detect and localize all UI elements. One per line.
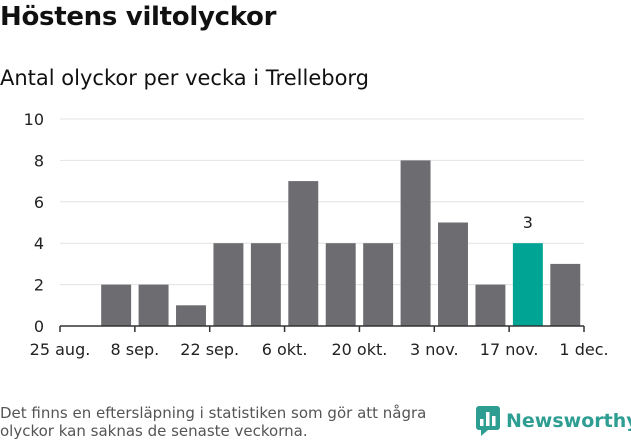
bar: [475, 284, 506, 326]
brand-logo: Newsworthy: [476, 406, 631, 436]
bar-chart-speech-bubble-icon: [476, 406, 500, 436]
bar: [213, 243, 244, 326]
bar: [438, 222, 468, 326]
bar: [101, 284, 132, 326]
y-tick-label: 2: [34, 276, 44, 295]
chart-title: Höstens viltolyckor: [0, 2, 277, 32]
x-tick-label: 1 dec.: [559, 340, 608, 359]
x-tick-label: 6 okt.: [262, 340, 308, 359]
data-label: 3: [523, 213, 533, 232]
y-tick-label: 8: [34, 151, 44, 170]
x-tick-label: 8 sep.: [111, 340, 160, 359]
x-tick-label: 3 nov.: [410, 340, 459, 359]
y-tick-label: 4: [34, 234, 44, 253]
bar: [250, 243, 281, 326]
bar-highlight: [512, 243, 543, 326]
bar: [138, 284, 169, 326]
y-tick-label: 10: [24, 110, 44, 129]
y-tick-label: 0: [34, 317, 44, 336]
x-tick-label: 25 aug.: [30, 340, 91, 359]
brand-name: Newsworthy: [506, 410, 631, 432]
bar: [363, 243, 394, 326]
bar: [550, 263, 581, 326]
bar: [325, 243, 356, 326]
footnote: Det finns en eftersläpning i statistiken…: [0, 404, 427, 440]
bar-chart: 0 2 4 6 8 10 3 25 aug. 8 sep. 22 sep. 6 okt. 20 okt…: [24, 110, 609, 359]
x-tick-label: 17 nov.: [480, 340, 539, 359]
bar: [176, 305, 206, 326]
x-tick-label: 20 okt.: [331, 340, 387, 359]
bar: [288, 181, 319, 326]
x-tick-label: 22 sep.: [180, 340, 239, 359]
bar: [400, 160, 431, 326]
y-tick-label: 6: [34, 193, 44, 212]
chart-subtitle: Antal olyckor per vecka i Trelleborg: [0, 66, 370, 90]
